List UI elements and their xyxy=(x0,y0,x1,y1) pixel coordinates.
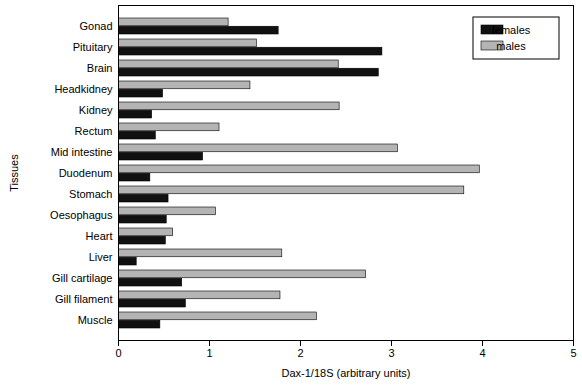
svg-text:Stomach: Stomach xyxy=(69,188,112,200)
svg-text:Duodenum: Duodenum xyxy=(59,167,113,179)
svg-text:Gill cartilage: Gill cartilage xyxy=(52,272,113,284)
svg-text:Heart: Heart xyxy=(86,230,113,242)
svg-text:Oesophagus: Oesophagus xyxy=(50,209,113,221)
svg-text:Liver: Liver xyxy=(89,251,113,263)
svg-text:Kidney: Kidney xyxy=(79,104,113,116)
svg-text:3: 3 xyxy=(388,347,394,359)
svg-text:Pituitary: Pituitary xyxy=(73,41,113,53)
svg-text:Mid intestine: Mid intestine xyxy=(51,146,113,158)
svg-text:Rectum: Rectum xyxy=(75,125,113,137)
svg-text:Gonad: Gonad xyxy=(79,20,112,32)
svg-text:females: females xyxy=(492,24,531,36)
svg-text:Headkidney: Headkidney xyxy=(54,83,113,95)
svg-text:Muscle: Muscle xyxy=(78,314,113,326)
svg-text:Tissues: Tissues xyxy=(8,154,20,192)
svg-text:0: 0 xyxy=(115,347,121,359)
svg-text:2: 2 xyxy=(297,347,303,359)
svg-text:1: 1 xyxy=(206,347,212,359)
svg-text:Dax-1/18S (arbitrary units): Dax-1/18S (arbitrary units) xyxy=(282,367,411,379)
svg-text:Brain: Brain xyxy=(87,62,113,74)
svg-text:Gill filament: Gill filament xyxy=(55,293,112,305)
svg-text:4: 4 xyxy=(479,347,485,359)
svg-text:5: 5 xyxy=(570,347,576,359)
svg-text:males: males xyxy=(496,40,526,52)
